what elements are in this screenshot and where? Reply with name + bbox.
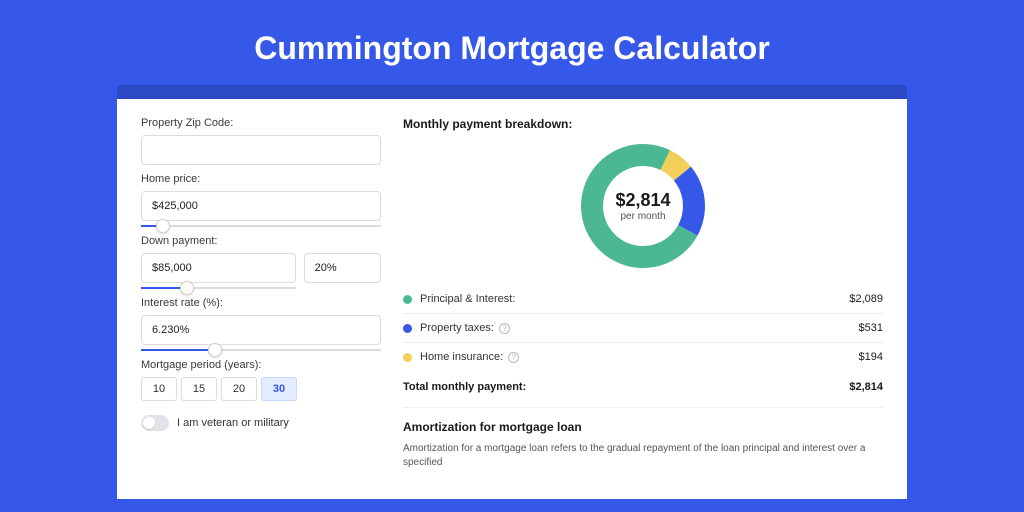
donut-center-sub: per month [620, 211, 665, 222]
interest-input[interactable] [141, 315, 381, 345]
period-option-15[interactable]: 15 [181, 377, 217, 401]
interest-slider[interactable] [141, 349, 381, 351]
page-title: Cummington Mortgage Calculator [254, 30, 770, 67]
breakdown-legend: Principal & Interest: $2,089 Property taxe… [403, 285, 883, 371]
total-row: Total monthly payment: $2,814 [403, 371, 883, 407]
breakdown-heading: Monthly payment breakdown: [403, 117, 883, 131]
total-value: $2,814 [849, 381, 883, 393]
info-icon[interactable]: ? [508, 352, 519, 363]
home-price-input[interactable] [141, 191, 381, 221]
period-option-10[interactable]: 10 [141, 377, 177, 401]
down-payment-slider-thumb[interactable] [180, 281, 194, 295]
zip-label: Property Zip Code: [141, 117, 381, 129]
home-price-slider-thumb[interactable] [156, 219, 170, 233]
legend-label: Home insurance: [420, 351, 503, 363]
interest-slider-fill [141, 349, 215, 351]
down-payment-input[interactable] [141, 253, 296, 283]
veteran-row: I am veteran or military [141, 415, 381, 431]
home-price-slider[interactable] [141, 225, 381, 227]
total-label: Total monthly payment: [403, 381, 526, 393]
form-panel: Property Zip Code: Home price: Down paym… [141, 117, 381, 499]
period-option-30[interactable]: 30 [261, 377, 297, 401]
period-option-20[interactable]: 20 [221, 377, 257, 401]
legend-value: $194 [859, 351, 883, 363]
interest-label: Interest rate (%): [141, 297, 381, 309]
donut-center-amount: $2,814 [615, 190, 670, 210]
veteran-label: I am veteran or military [177, 417, 289, 429]
legend-dot-icon [403, 353, 412, 362]
header-band: Property Zip Code: Home price: Down paym… [117, 85, 907, 499]
divider [403, 407, 883, 408]
period-options: 10152030 [141, 377, 381, 401]
legend-row: Home insurance:? $194 [403, 343, 883, 371]
period-label: Mortgage period (years): [141, 359, 381, 371]
donut-slice-property_taxes [674, 167, 705, 236]
down-payment-slider[interactable] [141, 287, 296, 289]
veteran-toggle[interactable] [141, 415, 169, 431]
legend-value: $531 [859, 322, 883, 334]
amortization-text: Amortization for a mortgage loan refers … [403, 442, 883, 470]
payment-donut-chart: $2,814 per month [568, 141, 718, 271]
legend-dot-icon [403, 324, 412, 333]
legend-row: Principal & Interest: $2,089 [403, 285, 883, 314]
breakdown-panel: Monthly payment breakdown: $2,814 per mo… [403, 117, 883, 499]
down-payment-label: Down payment: [141, 235, 381, 247]
legend-row: Property taxes:? $531 [403, 314, 883, 343]
zip-input[interactable] [141, 135, 381, 165]
legend-label: Principal & Interest: [420, 293, 515, 305]
info-icon[interactable]: ? [499, 323, 510, 334]
home-price-label: Home price: [141, 173, 381, 185]
legend-label: Property taxes: [420, 322, 494, 334]
down-payment-pct-input[interactable] [304, 253, 381, 283]
calculator-card: Property Zip Code: Home price: Down paym… [117, 99, 907, 499]
legend-value: $2,089 [849, 293, 883, 305]
amortization-heading: Amortization for mortgage loan [403, 420, 883, 434]
page-root: Cummington Mortgage Calculator Property … [0, 0, 1024, 512]
interest-slider-thumb[interactable] [208, 343, 222, 357]
legend-dot-icon [403, 295, 412, 304]
donut-container: $2,814 per month [403, 141, 883, 271]
